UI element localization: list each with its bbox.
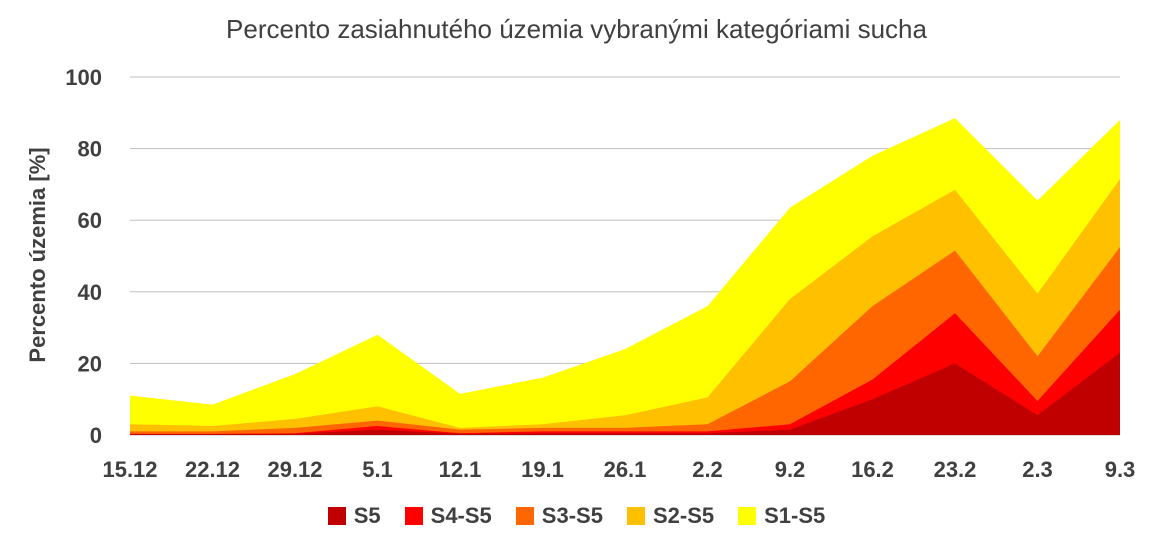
legend-swatch [327, 507, 346, 525]
chart-title: Percento zasiahnutého územia vybranými k… [226, 14, 927, 44]
x-tick-label: 16.2 [851, 457, 894, 482]
x-tick-label: 12.1 [439, 457, 482, 482]
x-tick-label: 9.2 [775, 457, 806, 482]
x-tick-label: 2.3 [1022, 457, 1053, 482]
legend-swatch [738, 507, 757, 525]
legend-label: S3-S5 [541, 503, 603, 528]
legend-item-s5: S5 [327, 503, 381, 529]
legend-swatch [626, 507, 645, 525]
x-tick-label: 22.12 [185, 457, 240, 482]
y-tick-label: 0 [90, 423, 102, 448]
legend-label: S1-S5 [764, 503, 826, 528]
x-tick-label: 9.3 [1105, 457, 1136, 482]
x-tick-label: 5.1 [362, 457, 393, 482]
x-tick-label: 26.1 [604, 457, 647, 482]
area-series-s5 [130, 352, 1120, 435]
legend: S5 S4-S5 S3-S5 S2-S5 S1-S5 [0, 503, 1153, 529]
legend-item-s2-s5: S2-S5 [626, 503, 715, 529]
y-tick-label: 20 [78, 351, 102, 376]
legend-label: S4-S5 [430, 503, 492, 528]
legend-label: S2-S5 [652, 503, 715, 528]
y-tick-label: 100 [65, 65, 102, 90]
x-tick-label: 15.12 [102, 457, 157, 482]
legend-item-s4-s5: S4-S5 [404, 503, 492, 529]
legend-label: S5 [353, 503, 381, 528]
x-tick-label: 19.1 [521, 457, 564, 482]
x-tick-label: 29.12 [267, 457, 322, 482]
legend-swatch [515, 507, 534, 525]
y-tick-label: 80 [78, 137, 102, 162]
legend-swatch [404, 507, 423, 525]
legend-item-s1-s5: S1-S5 [738, 503, 825, 529]
x-tick-label: 2.2 [692, 457, 723, 482]
x-tick-label: 23.2 [934, 457, 977, 482]
y-tick-label: 40 [78, 280, 102, 305]
legend-item-s3-s5: S3-S5 [515, 503, 603, 529]
y-tick-label: 60 [78, 208, 102, 233]
